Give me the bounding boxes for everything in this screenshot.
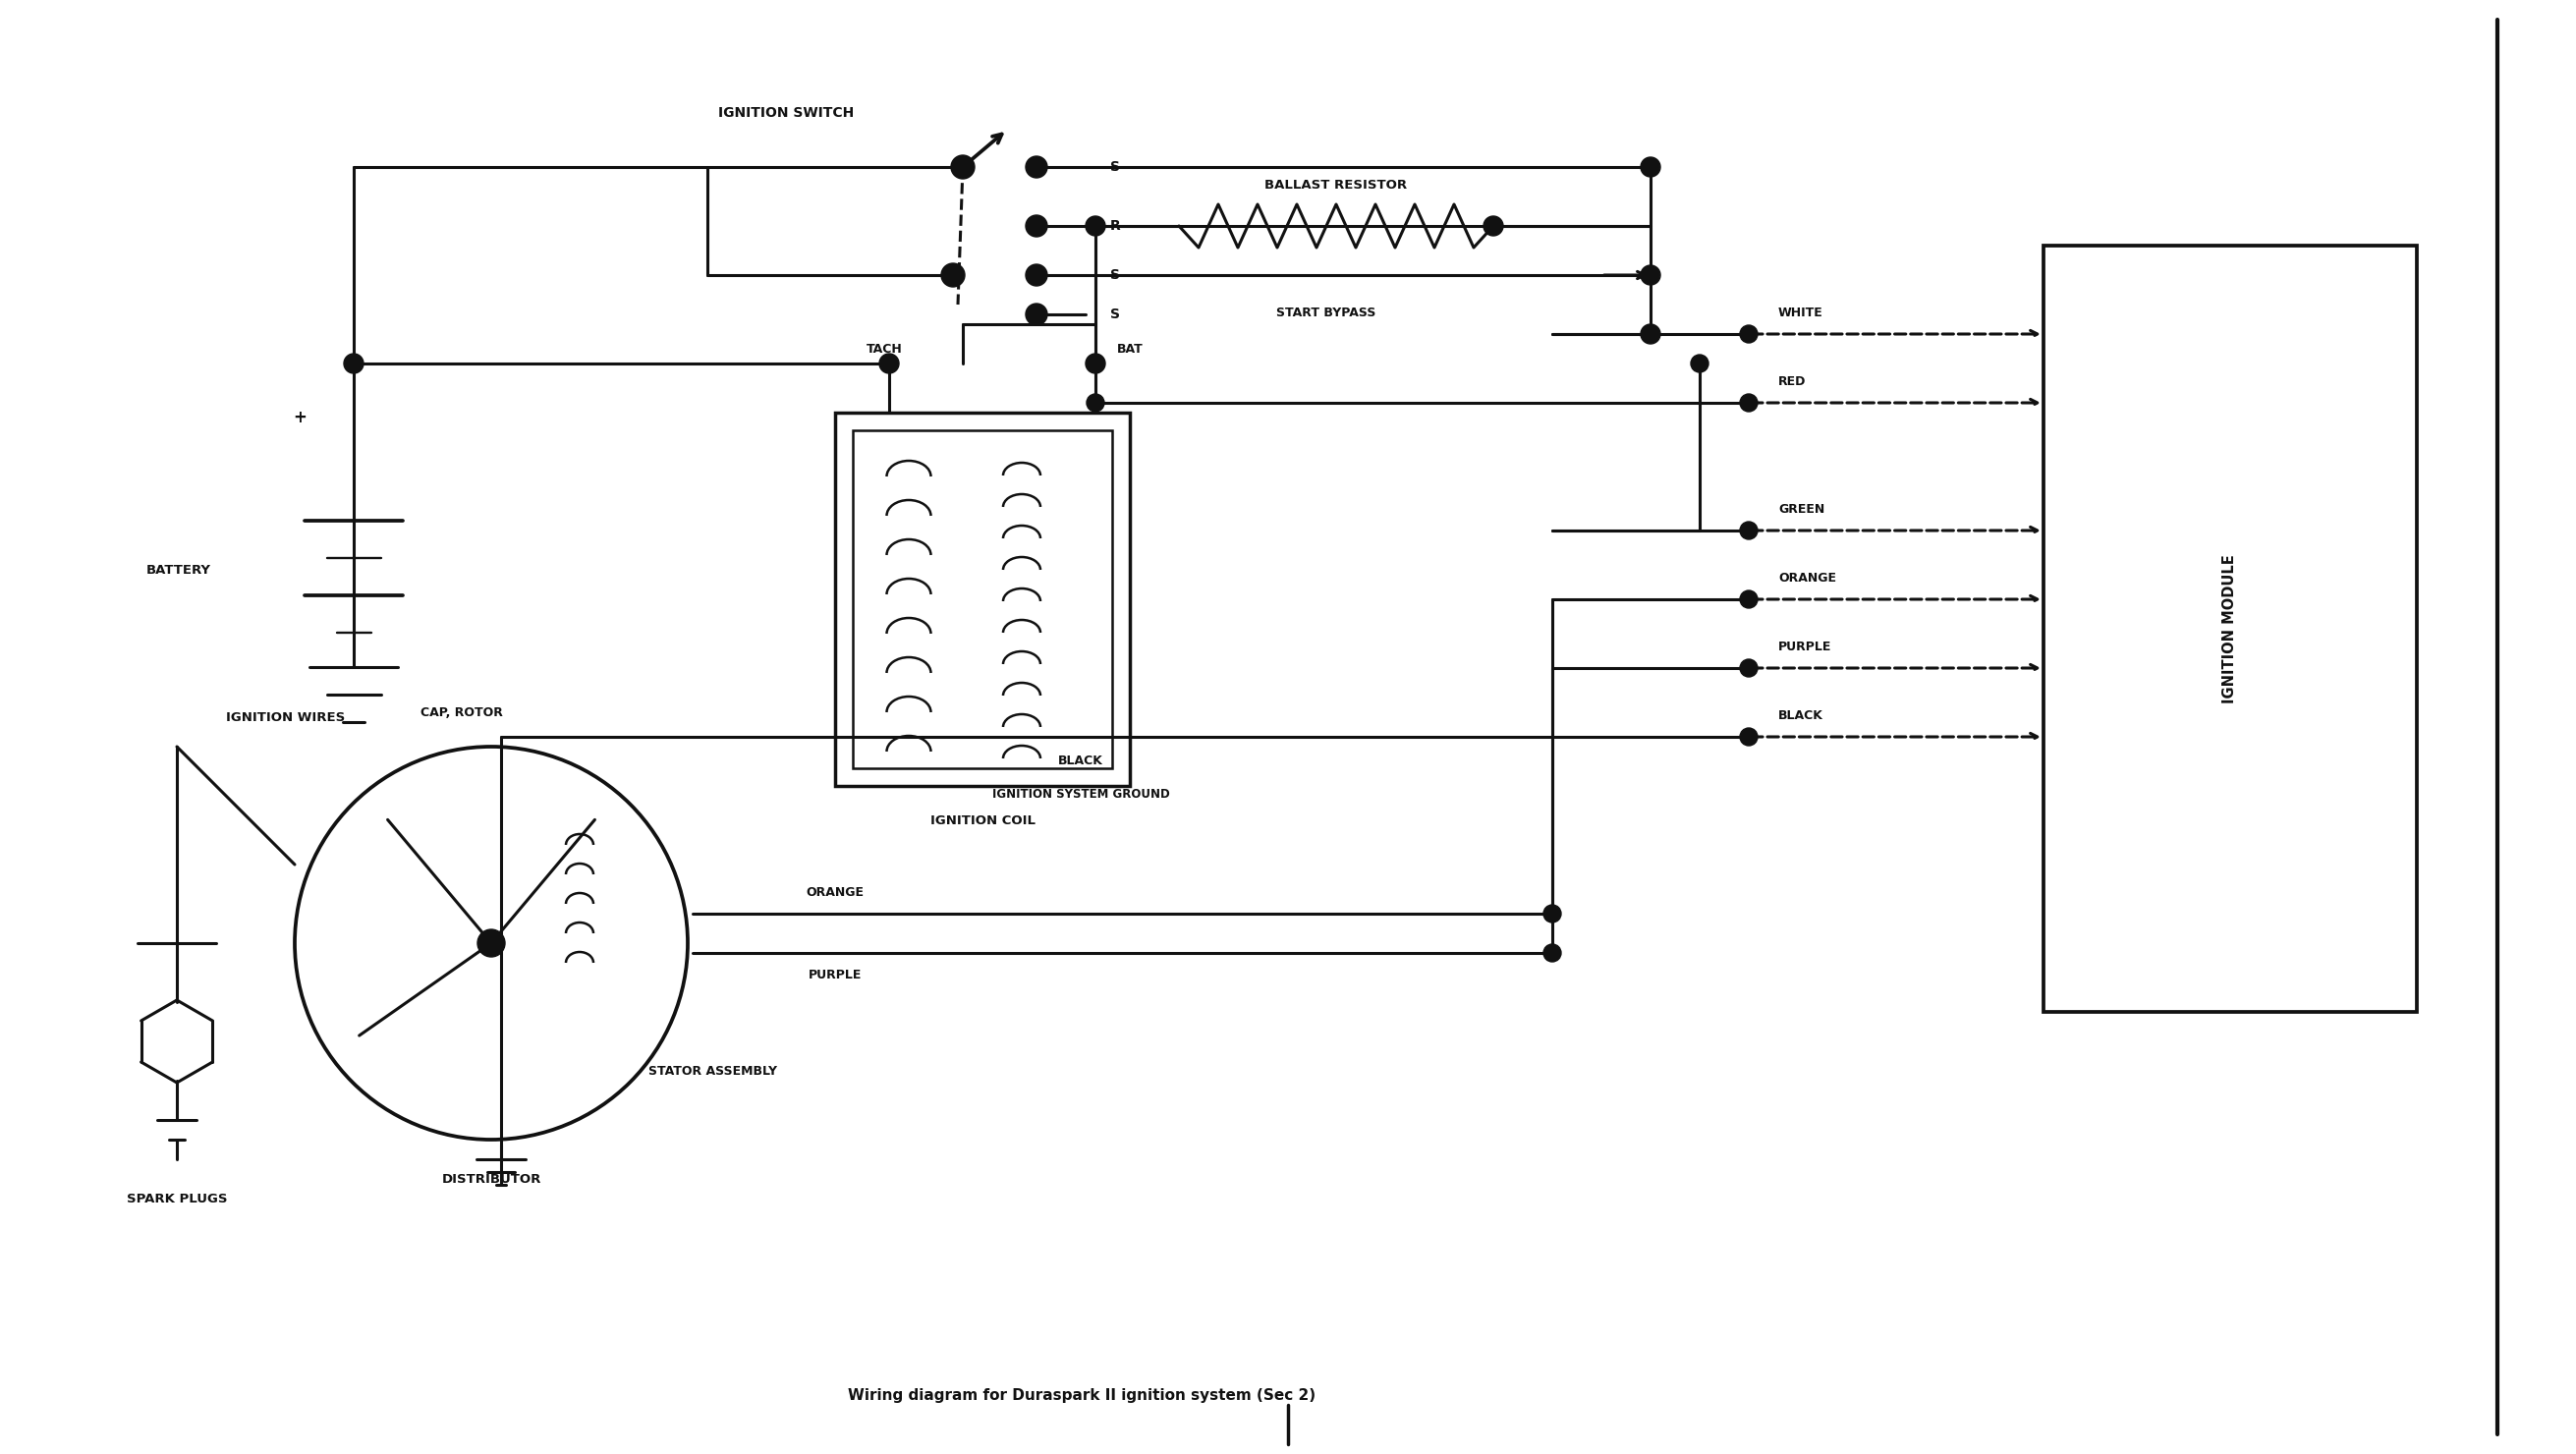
Text: PURPLE: PURPLE xyxy=(1777,640,1832,653)
Circle shape xyxy=(1025,215,1048,237)
Bar xyxy=(853,430,1113,768)
Text: DISTRIBUTOR: DISTRIBUTOR xyxy=(440,1172,541,1185)
Circle shape xyxy=(951,156,974,179)
Circle shape xyxy=(1025,265,1048,286)
Text: BAT: BAT xyxy=(1115,342,1144,355)
Circle shape xyxy=(477,929,505,957)
Circle shape xyxy=(940,263,966,286)
Text: IGNITION WIRES: IGNITION WIRES xyxy=(227,711,345,724)
Text: ORANGE: ORANGE xyxy=(1777,571,1837,585)
Text: STATOR ASSEMBLY: STATOR ASSEMBLY xyxy=(649,1064,778,1077)
Circle shape xyxy=(1739,590,1757,608)
Text: S: S xyxy=(1110,268,1121,282)
Text: ORANGE: ORANGE xyxy=(806,885,863,899)
Circle shape xyxy=(1484,217,1504,236)
Text: START BYPASS: START BYPASS xyxy=(1278,305,1376,318)
Circle shape xyxy=(1543,904,1561,922)
Circle shape xyxy=(878,353,899,374)
Text: WHITE: WHITE xyxy=(1777,305,1824,318)
Text: SPARK PLUGS: SPARK PLUGS xyxy=(126,1192,227,1205)
Circle shape xyxy=(1543,944,1561,961)
Text: BLACK: BLACK xyxy=(1059,755,1103,766)
Circle shape xyxy=(343,353,363,374)
Circle shape xyxy=(1025,304,1048,326)
Circle shape xyxy=(1641,157,1662,177)
Text: IGNITION SWITCH: IGNITION SWITCH xyxy=(719,106,853,119)
Text: S: S xyxy=(1110,160,1121,174)
Text: RED: RED xyxy=(1777,375,1806,388)
Bar xyxy=(835,413,1131,787)
Text: PURPLE: PURPLE xyxy=(809,968,863,981)
Text: BALLAST RESISTOR: BALLAST RESISTOR xyxy=(1265,179,1406,190)
Text: BLACK: BLACK xyxy=(1777,710,1824,721)
Circle shape xyxy=(1084,217,1105,236)
Text: IGNITION MODULE: IGNITION MODULE xyxy=(2223,554,2239,704)
Circle shape xyxy=(1739,728,1757,746)
Circle shape xyxy=(1641,324,1662,343)
Circle shape xyxy=(1641,265,1662,285)
Circle shape xyxy=(1084,353,1105,374)
Text: S: S xyxy=(1110,307,1121,321)
Circle shape xyxy=(1739,394,1757,411)
Circle shape xyxy=(1739,326,1757,343)
Circle shape xyxy=(1087,394,1105,411)
Circle shape xyxy=(1739,659,1757,678)
Text: IGNITION COIL: IGNITION COIL xyxy=(930,814,1036,827)
Text: CAP, ROTOR: CAP, ROTOR xyxy=(420,705,502,718)
Text: +: + xyxy=(294,409,307,426)
Circle shape xyxy=(1690,355,1708,372)
Text: IGNITION SYSTEM GROUND: IGNITION SYSTEM GROUND xyxy=(992,788,1170,800)
Text: BATTERY: BATTERY xyxy=(147,564,211,576)
Circle shape xyxy=(1739,522,1757,539)
Circle shape xyxy=(1025,156,1048,177)
Text: TACH: TACH xyxy=(866,342,902,355)
Bar xyxy=(2043,246,2416,1012)
Text: R: R xyxy=(1110,220,1121,233)
Text: Wiring diagram for Duraspark II ignition system (Sec 2): Wiring diagram for Duraspark II ignition… xyxy=(848,1387,1316,1403)
Text: GREEN: GREEN xyxy=(1777,503,1824,515)
